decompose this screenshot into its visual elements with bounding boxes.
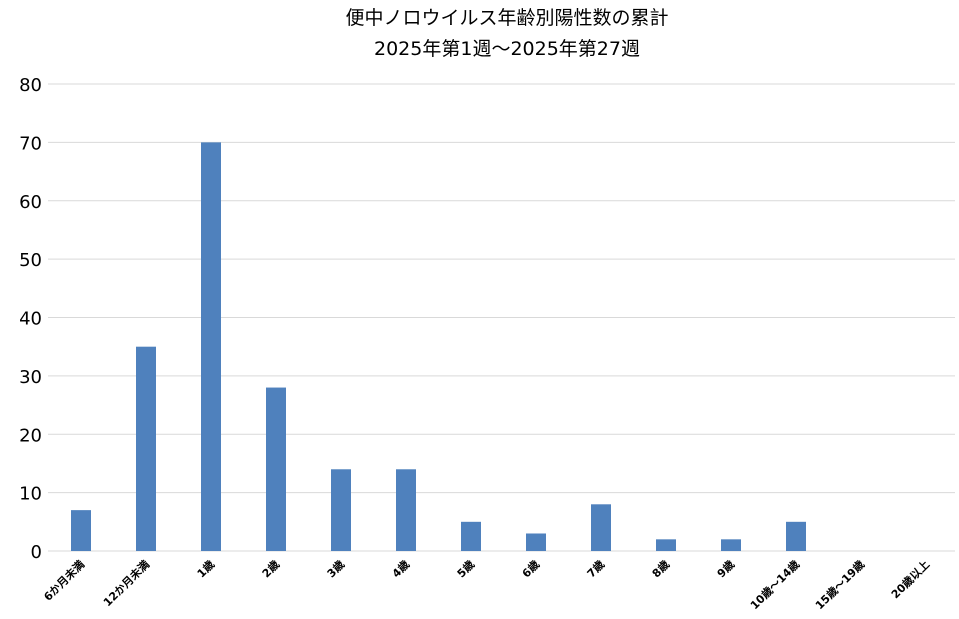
y-tick-label: 40 xyxy=(19,309,42,330)
y-axis-ticks: 0 10 20 30 40 50 60 70 80 xyxy=(19,75,42,563)
bar xyxy=(331,469,351,551)
x-tick-label: 10歳～14歳 xyxy=(747,557,802,612)
x-tick-label: 3歳 xyxy=(324,557,347,580)
x-tick-label: 6か月未満 xyxy=(41,557,87,603)
x-tick-label: 20歳以上 xyxy=(888,557,932,601)
bar xyxy=(201,142,221,551)
chart-subtitle: 2025年第1週～2025年第27週 xyxy=(374,38,640,60)
bar xyxy=(786,521,806,551)
x-tick-label: 7歳 xyxy=(584,557,607,580)
bar xyxy=(591,504,611,551)
x-tick-label: 6歳 xyxy=(519,557,542,580)
y-tick-label: 50 xyxy=(19,250,42,271)
y-tick-label: 70 xyxy=(19,133,42,154)
bar xyxy=(71,510,91,551)
y-tick-label: 10 xyxy=(19,484,42,505)
x-tick-label: 5歳 xyxy=(454,557,477,580)
bar xyxy=(266,387,286,551)
y-tick-label: 60 xyxy=(19,192,42,213)
y-tick-label: 20 xyxy=(19,425,42,446)
bar xyxy=(396,469,416,551)
x-tick-label: 15歳～19歳 xyxy=(812,557,867,612)
bar xyxy=(136,346,156,551)
x-tick-label: 4歳 xyxy=(389,557,412,580)
gridlines xyxy=(48,83,955,552)
bar xyxy=(656,539,676,551)
y-tick-label: 30 xyxy=(19,367,42,388)
x-tick-label: 1歳 xyxy=(194,557,217,580)
y-tick-label: 0 xyxy=(31,542,42,563)
bar xyxy=(526,533,546,551)
x-tick-label: 9歳 xyxy=(714,557,737,580)
x-tick-label: 8歳 xyxy=(649,557,672,580)
x-tick-label: 12か月未満 xyxy=(100,557,152,609)
x-axis-ticks: 6か月未満 12か月未満 1歳 2歳 3歳 4歳 5歳 6歳 7歳 8歳 9歳 10歳～14歳 15歳～… xyxy=(41,557,932,612)
chart-title: 便中ノロウイルス年齢別陽性数の累計 xyxy=(345,7,668,29)
bar xyxy=(721,539,741,551)
bars xyxy=(71,142,806,551)
y-tick-label: 80 xyxy=(19,75,42,96)
bar xyxy=(461,521,481,551)
x-tick-label: 2歳 xyxy=(259,557,282,580)
